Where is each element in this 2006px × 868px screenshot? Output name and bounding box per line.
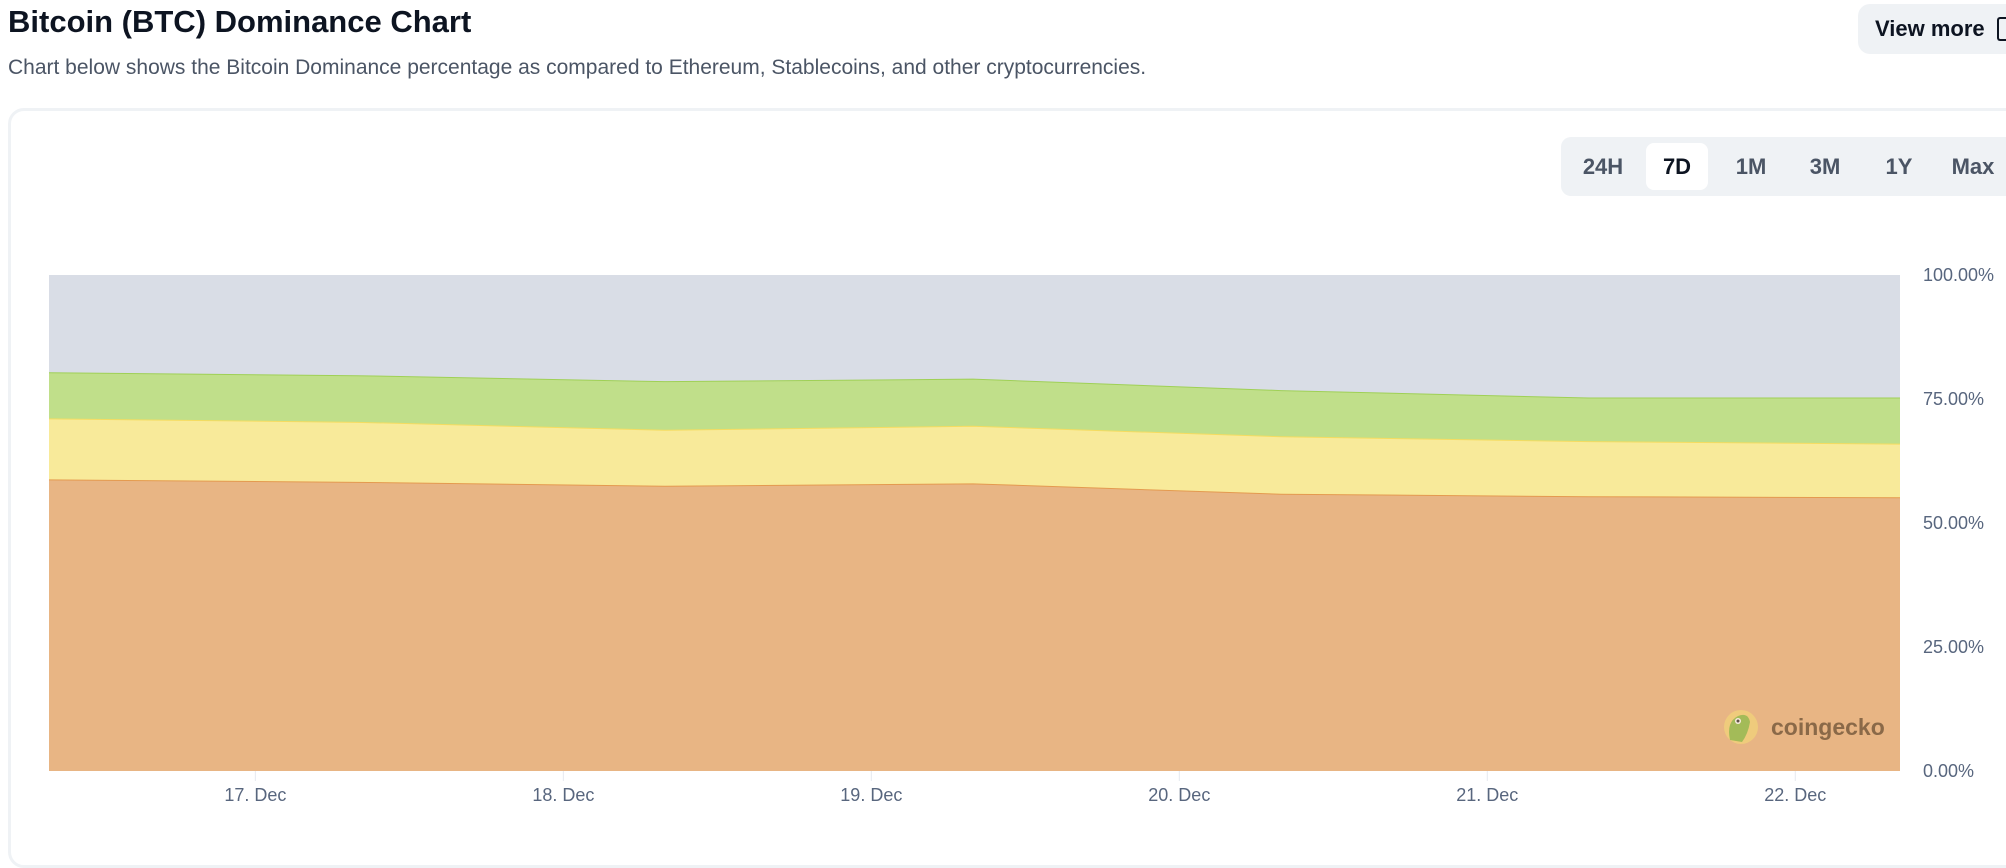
external-link-icon xyxy=(1996,17,2006,41)
range-1y[interactable]: 1Y xyxy=(1885,153,1913,179)
area-others xyxy=(49,275,1900,398)
y-tick-label: 100.00% xyxy=(1923,265,1994,285)
x-tick-label: 20. Dec xyxy=(1148,785,1210,805)
y-tick-label: 25.00% xyxy=(1923,637,1984,657)
range-3m[interactable]: 3M xyxy=(1809,153,1841,179)
dominance-chart: 0.00% 25.00% 50.00% 75.00% 100.00% 17. Dec 18.… xyxy=(48,265,1994,805)
y-tick-label: 0.00% xyxy=(1923,761,1974,781)
view-more-button[interactable]: View more xyxy=(1858,4,2006,54)
coingecko-watermark: coingecko xyxy=(1771,714,1885,740)
area-bitcoin xyxy=(49,479,1900,771)
y-tick-label: 75.00% xyxy=(1923,389,1984,409)
range-selector: 24H 7D 1M 3M 1Y Max xyxy=(1561,137,2006,196)
range-7d[interactable]: 7D xyxy=(1646,143,1708,190)
range-max[interactable]: Max xyxy=(1951,153,1995,179)
x-tick-label: 17. Dec xyxy=(224,785,286,805)
area-stablecoins xyxy=(49,372,1900,444)
range-1m[interactable]: 1M xyxy=(1735,153,1767,179)
coingecko-logo-icon xyxy=(1724,710,1758,744)
range-24h[interactable]: 24H xyxy=(1582,153,1624,179)
y-tick-label: 50.00% xyxy=(1923,513,1984,533)
x-tick-label: 21. Dec xyxy=(1456,785,1518,805)
area-ethereum xyxy=(49,418,1900,498)
x-tick-label: 19. Dec xyxy=(840,785,902,805)
view-more-label: View more xyxy=(1875,16,1985,41)
x-tick-label: 18. Dec xyxy=(532,785,594,805)
page-subtitle: Chart below shows the Bitcoin Dominance … xyxy=(8,56,1147,79)
x-tick-label: 22. Dec xyxy=(1764,785,1826,805)
page-title: Bitcoin (BTC) Dominance Chart xyxy=(8,4,472,39)
